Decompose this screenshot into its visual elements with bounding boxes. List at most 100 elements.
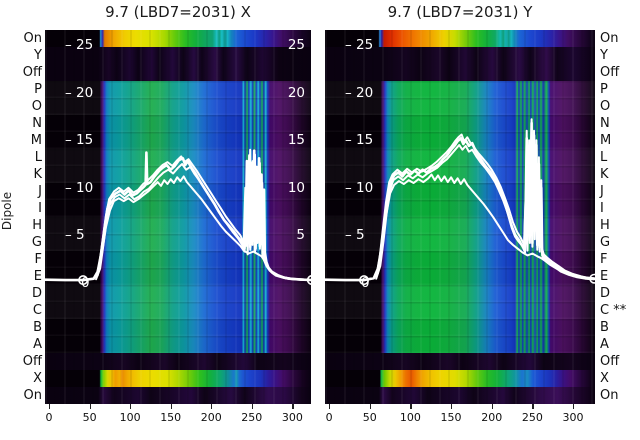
x-tick-label: 50	[362, 411, 377, 424]
row-label-right: C **	[600, 303, 627, 318]
row-label-right: A	[600, 337, 609, 352]
x-tick-mark	[369, 404, 371, 409]
row-label-left: X	[33, 371, 42, 386]
row-label-right: D	[600, 286, 611, 301]
y-tick-label: – 5	[65, 227, 85, 244]
x-tick-label: 150	[440, 411, 462, 424]
row-label-right: J	[600, 184, 604, 199]
row-label-right: L	[600, 150, 608, 165]
row-label-left: F	[34, 252, 42, 267]
row-label-right: M	[600, 133, 612, 148]
row-label-left: L	[34, 150, 42, 165]
y-tick-label: – 10	[345, 179, 374, 196]
intensity-trace	[45, 149, 311, 282]
x-tick-mark	[130, 404, 132, 409]
row-label-left: G	[31, 235, 42, 250]
y-tick-label: – 20	[345, 84, 374, 101]
trace-endpoint-marker	[358, 275, 369, 286]
intensity-trace	[375, 141, 595, 281]
y-tick-label: – 15	[345, 132, 374, 149]
x-tick-mark	[251, 404, 253, 409]
y-tick-label: – 10	[65, 179, 94, 196]
row-label-left: Off	[22, 354, 42, 369]
row-label-left: On	[23, 388, 42, 403]
trace-endpoint-marker	[78, 275, 89, 286]
x-tick-mark	[49, 404, 51, 409]
row-label-right: X	[600, 371, 609, 386]
heatmap-strip	[45, 370, 311, 387]
y-tick-label: 0	[361, 275, 370, 291]
heatmap-strip	[325, 353, 595, 370]
row-label-left: A	[33, 337, 42, 352]
x-tick-label: 250	[521, 411, 543, 424]
y-tick-label: – 20	[65, 84, 94, 101]
heatmap-strip	[45, 81, 311, 353]
row-label-left: C	[32, 303, 42, 318]
x-tick-label: 200	[481, 411, 503, 424]
row-label-left: D	[31, 286, 42, 301]
intensity-trace	[376, 173, 595, 281]
y-tick-label-right: 25	[287, 37, 305, 53]
x-tick-label: 300	[281, 411, 303, 424]
heatmap-strip	[325, 81, 595, 353]
heatmap-panel-y: – 25 – 20 – 15 – 10 – 5 0	[325, 30, 595, 404]
trace-endpoint-marker	[306, 275, 311, 285]
row-label-right: On	[600, 31, 619, 46]
row-label-left: K	[33, 167, 42, 182]
heatmap-strip	[325, 30, 595, 47]
heatmap-strip	[325, 387, 595, 404]
row-label-right: F	[600, 252, 608, 267]
y-tick-label: – 25	[345, 37, 374, 53]
x-tick-label: 0	[45, 411, 53, 424]
row-label-left: Y	[34, 48, 42, 63]
x-tick-mark	[532, 404, 534, 409]
row-label-right: K	[600, 167, 609, 182]
panel-x-title: 9.7 (LBD7=2031) X	[105, 3, 251, 21]
row-label-right: Off	[600, 65, 620, 80]
y-tick-label: – 25	[65, 37, 94, 53]
y-tick-label-right: 10	[287, 179, 305, 196]
x-tick-mark	[573, 404, 575, 409]
heatmap-panel-x: – 25– 20– 15– 10– 5 0 25 20 15 10 5	[45, 30, 311, 404]
row-label-left: On	[23, 31, 42, 46]
x-tick-mark	[211, 404, 213, 409]
row-label-left: E	[33, 269, 42, 284]
x-tick-mark	[292, 404, 294, 409]
row-label-right: Off	[600, 354, 620, 369]
x-tick-mark	[451, 404, 453, 409]
row-label-right: O	[600, 99, 611, 114]
intensity-trace	[96, 175, 311, 282]
heatmap-strip	[45, 30, 311, 47]
heatmap-strip	[45, 47, 311, 81]
intensity-trace	[95, 148, 311, 281]
x-tick-label: 250	[241, 411, 263, 424]
heatmap-strip	[325, 370, 595, 387]
intensity-trace	[95, 163, 311, 282]
row-label-right: E	[600, 269, 609, 284]
y-tick-label-right: 15	[287, 132, 305, 149]
row-label-left: P	[34, 82, 42, 97]
x-tick-label: 150	[160, 411, 182, 424]
x-tick-mark	[170, 404, 172, 409]
trace-overlay	[325, 118, 595, 286]
y-tick-label-right: 20	[287, 84, 305, 101]
intensity-trace	[375, 118, 595, 280]
heatmap-strip	[325, 47, 595, 81]
row-label-left: Off	[22, 65, 42, 80]
row-label-left: O	[31, 99, 42, 114]
row-label-left: N	[32, 116, 42, 131]
x-tick-label: 200	[200, 411, 222, 424]
x-tick-label: 300	[562, 411, 584, 424]
row-label-right: I	[600, 201, 604, 216]
row-label-left: I	[38, 201, 42, 216]
x-tick-label: 100	[119, 411, 141, 424]
row-label-left: B	[33, 320, 42, 335]
row-label-left: J	[38, 184, 42, 199]
trace-overlay	[45, 148, 311, 286]
x-tick-mark	[89, 404, 91, 409]
row-label-left: H	[32, 218, 42, 233]
row-label-right: B	[600, 320, 609, 335]
x-tick-label: 0	[325, 411, 333, 424]
trace-endpoint-marker	[589, 273, 595, 284]
